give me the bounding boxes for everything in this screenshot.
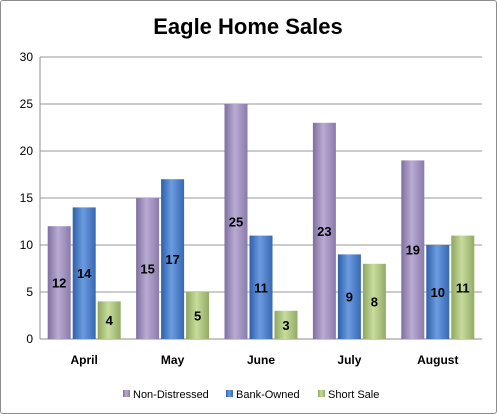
bar-bank-owned-july — [337, 254, 361, 339]
legend-label: Bank-Owned — [236, 389, 300, 401]
bar-non-distressed-august — [401, 160, 425, 339]
bar-non-distressed-may — [136, 198, 160, 339]
bar-non-distressed-april — [47, 226, 71, 339]
bars — [47, 104, 475, 339]
x-category-label: April — [71, 353, 98, 367]
data-label: 11 — [456, 280, 470, 295]
bar-non-distressed-june — [224, 104, 248, 339]
bar-bank-owned-june — [249, 235, 273, 339]
data-label: 8 — [371, 294, 378, 309]
chart-title: Eagle Home Sales — [153, 14, 343, 39]
legend-label: Non-Distressed — [133, 389, 209, 401]
y-tick-label: 25 — [20, 97, 34, 111]
data-label: 15 — [140, 262, 154, 277]
data-label: 25 — [229, 215, 243, 230]
data-label: 17 — [165, 252, 179, 267]
data-label: 11 — [254, 280, 268, 295]
legend-swatch — [318, 390, 325, 397]
data-labels: 12 14 4 15 17 5 25 11 3 23 9 8 19 10 11 — [52, 215, 470, 333]
y-tick-label: 5 — [26, 285, 33, 299]
data-label: 12 — [52, 276, 66, 291]
data-label: 4 — [106, 313, 114, 328]
y-tick-label: 15 — [20, 191, 34, 205]
data-label: 5 — [194, 309, 201, 324]
y-tick-label: 10 — [20, 238, 34, 252]
legend-swatch — [226, 390, 233, 397]
data-label: 23 — [317, 224, 331, 239]
bar-short-sale-april — [97, 301, 121, 339]
x-category-label: June — [247, 353, 275, 367]
bar-non-distressed-july — [312, 122, 336, 339]
data-label: 9 — [346, 290, 353, 305]
bar-bank-owned-may — [161, 179, 185, 339]
y-axis-ticks: 0 5 10 15 20 25 30 — [20, 50, 34, 346]
legend-swatch — [123, 390, 130, 397]
y-tick-label: 20 — [20, 144, 34, 158]
x-category-label: July — [337, 353, 361, 367]
data-label: 14 — [77, 266, 92, 281]
bar-short-sale-june — [274, 310, 298, 339]
legend: Non-Distressed Bank-Owned Short Sale — [123, 389, 379, 401]
y-tick-label: 30 — [20, 50, 34, 64]
data-label: 19 — [406, 243, 420, 258]
data-label: 10 — [431, 285, 445, 300]
x-axis-categories: April May June July August — [71, 353, 459, 367]
bar-bank-owned-april — [72, 207, 96, 339]
x-category-label: May — [161, 353, 185, 367]
bar-short-sale-may — [186, 292, 210, 339]
bar-short-sale-july — [362, 263, 386, 339]
y-tick-label: 0 — [26, 332, 33, 346]
legend-label: Short Sale — [328, 389, 379, 401]
bar-short-sale-august — [451, 235, 475, 339]
data-label: 3 — [282, 318, 289, 333]
bar-bank-owned-august — [426, 245, 450, 339]
x-category-label: August — [417, 353, 458, 367]
